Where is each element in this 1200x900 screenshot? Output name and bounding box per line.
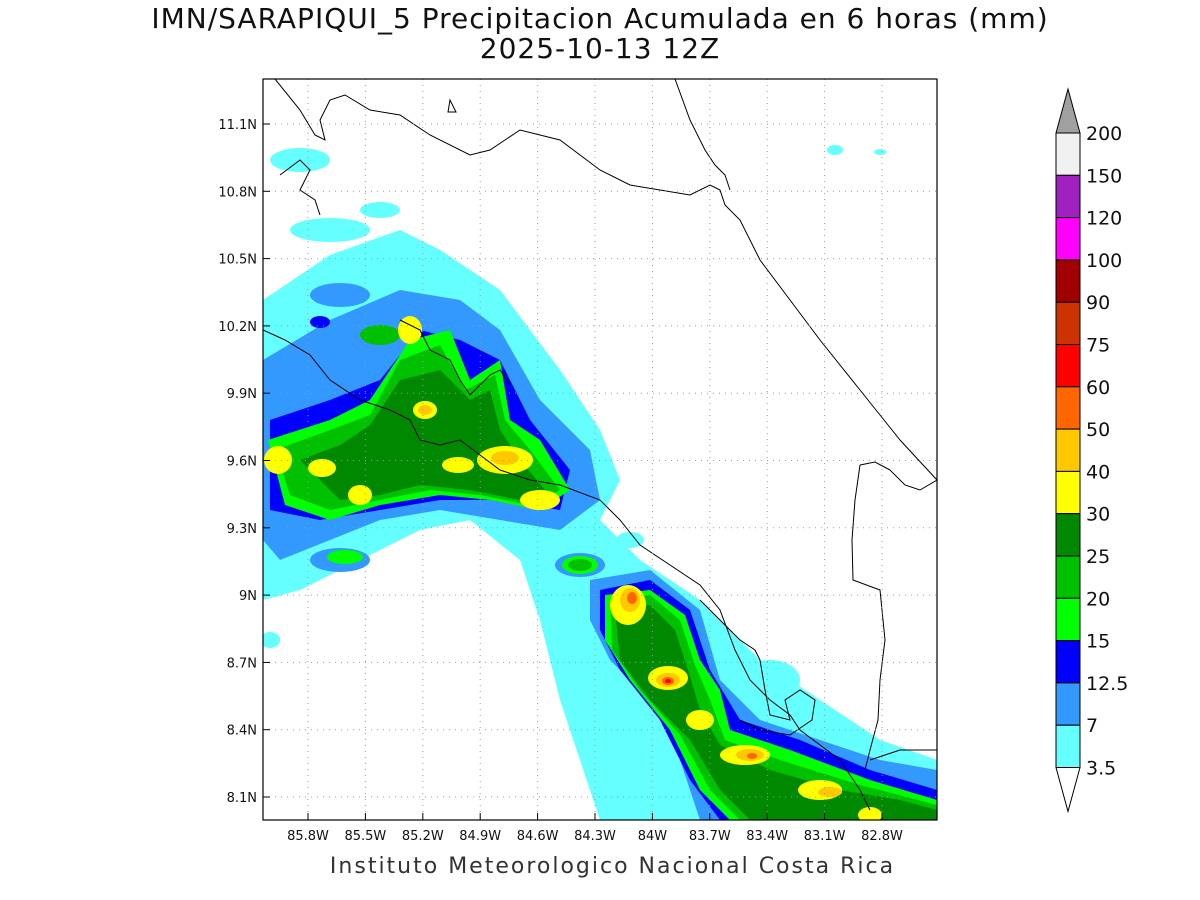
colorbar-under-triangle: [1055, 767, 1081, 814]
colorbar-swatch: [1055, 217, 1081, 261]
lat-tick-label: 8.1N: [227, 791, 257, 806]
lat-tick-label: 9.3N: [227, 522, 257, 537]
colorbar-level-label: 25: [1086, 546, 1110, 568]
colorbar-swatch: [1055, 301, 1081, 346]
map-frame: [262, 78, 938, 821]
colorbar-level-label: 200: [1086, 123, 1122, 145]
colorbar-level-label: 15: [1086, 631, 1110, 653]
colorbar-level-label: 150: [1086, 165, 1122, 187]
colorbar-swatch: [1055, 682, 1081, 726]
colorbar-swatch: [1055, 259, 1081, 303]
lon-tick-label: 83.4W: [746, 829, 788, 844]
grid-lines: [263, 79, 937, 820]
colorbar-level-label: 7: [1086, 715, 1098, 737]
lat-tick-label: 9.6N: [227, 455, 257, 470]
precip-level-60: [665, 679, 671, 683]
colorbar-level-label: 12.5: [1086, 673, 1128, 695]
lat-tick-label: 11.1N: [218, 118, 257, 133]
lon-tick-label: 85.8W: [287, 829, 329, 844]
lon-tick-label: 85.2W: [402, 829, 444, 844]
lat-tick-label: 9N: [239, 589, 257, 604]
colorbar: 200 150 120 100 90 75 60 50 40 30 25 20 15 12.5 7 3.5: [1055, 87, 1128, 814]
colorbar-swatch: [1055, 513, 1081, 557]
lat-tick-label: 10.8N: [218, 185, 257, 200]
colorbar-swatch: [1055, 640, 1081, 684]
precipitation-field: [263, 145, 937, 820]
colorbar-swatch: [1055, 470, 1081, 515]
colorbar-swatch: [1055, 428, 1081, 472]
colorbar-over-triangle: [1055, 87, 1081, 134]
lat-tick-label: 9.9N: [227, 387, 257, 402]
colorbar-level-label: 90: [1086, 292, 1110, 314]
lon-tick-label: 84.9W: [459, 829, 501, 844]
lat-tick-label: 10.2N: [218, 320, 257, 335]
map-axes: 85.8W 85.5W 85.2W 84.9W 84.6W 84.3W 84W 83.7W 83…: [218, 118, 903, 844]
precip-level-50: [627, 592, 757, 759]
lon-tick-label: 84.6W: [517, 829, 559, 844]
colorbar-level-label: 50: [1086, 419, 1110, 441]
colorbar-level-label: 20: [1086, 588, 1110, 610]
colorbar-swatch: [1055, 344, 1081, 388]
colorbar-level-label: 30: [1086, 504, 1110, 526]
colorbar-swatch: [1055, 724, 1081, 769]
lon-tick-label: 82.8W: [861, 829, 903, 844]
colorbar-level-label: 40: [1086, 461, 1110, 483]
footer-credit: Instituto Meteorologico Nacional Costa R…: [329, 854, 896, 879]
coastline-borders: [263, 79, 937, 811]
lon-tick-label: 85.5W: [344, 829, 386, 844]
lon-tick-label: 83.1W: [804, 829, 846, 844]
colorbar-swatch: [1055, 597, 1081, 642]
lat-tick-label: 8.4N: [227, 724, 257, 739]
colorbar-level-label: 60: [1086, 377, 1110, 399]
lon-tick-label: 83.7W: [689, 829, 731, 844]
colorbar-swatch: [1055, 174, 1081, 219]
colorbar-swatch: [1055, 132, 1081, 176]
colorbar-swatch: [1055, 386, 1081, 430]
colorbar-swatch: [1055, 555, 1081, 599]
lat-tick-label: 10.5N: [218, 253, 257, 268]
lon-tick-label: 84W: [638, 829, 668, 844]
colorbar-level-label: 100: [1086, 250, 1122, 272]
colorbar-level-label: 120: [1086, 208, 1122, 230]
colorbar-level-label: 3.5: [1086, 758, 1116, 780]
chart-title: IMN/SARAPIQUI_5 Precipitacion Acumulada …: [151, 2, 1049, 35]
chart-subtitle-date: 2025-10-13 12Z: [479, 32, 721, 65]
colorbar-level-label: 75: [1086, 335, 1110, 357]
lon-tick-label: 84.3W: [574, 829, 616, 844]
lat-tick-label: 8.7N: [227, 656, 257, 671]
